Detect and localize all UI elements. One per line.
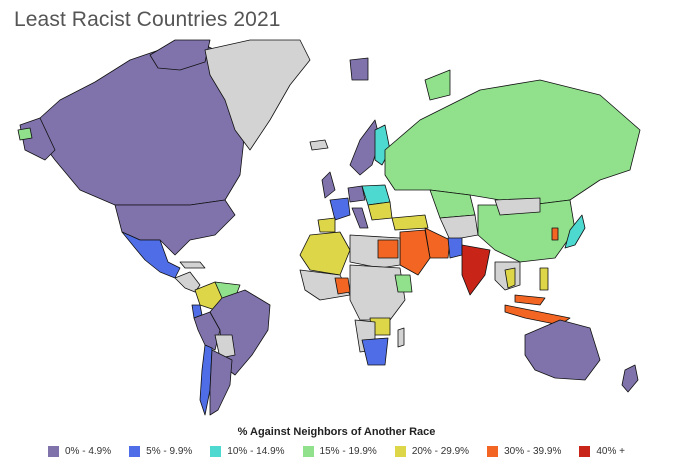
legend-label: 20% - 29.9%	[411, 446, 470, 457]
region-uk	[321, 171, 336, 199]
region-turkey	[391, 214, 429, 231]
region-northern-islands	[424, 69, 451, 101]
region-malaysia	[514, 294, 546, 306]
region-india	[461, 244, 491, 296]
region-central-asia	[439, 214, 479, 241]
legend-label: 30% - 39.9%	[504, 446, 562, 457]
legend-item: 5% - 9.9%	[129, 446, 192, 457]
map-title: Least Racist Countries 2021	[14, 8, 281, 31]
legend-title: % Against Neighbors of Another Race	[237, 426, 436, 438]
region-pakistan	[447, 237, 463, 259]
region-pacific-island	[17, 127, 33, 141]
legend-swatch	[302, 446, 314, 457]
legend-item: 15% - 19.9%	[302, 446, 377, 457]
region-ethiopia	[394, 274, 413, 293]
legend-swatch	[487, 446, 499, 457]
map-legend: 0% - 4.9% 5% - 9.9% 10% - 14.9% 15% - 19…	[0, 446, 673, 457]
region-greenland	[204, 39, 311, 151]
legend-label: 5% - 9.9%	[146, 446, 193, 457]
region-mexico	[121, 231, 181, 279]
region-spain	[317, 217, 336, 233]
legend-label: 40% +	[596, 446, 625, 457]
legend-swatch	[48, 446, 59, 457]
region-iraq-saudi	[399, 229, 431, 276]
region-egypt	[377, 239, 399, 259]
legend-label: 0% - 4.9%	[65, 446, 112, 457]
region-canada	[39, 44, 246, 206]
legend-item: 10% - 14.9%	[210, 446, 285, 457]
region-madagascar	[397, 327, 405, 348]
legend-item: 30% - 39.9%	[487, 446, 561, 457]
region-russia	[384, 79, 641, 206]
region-iceland	[309, 139, 329, 151]
region-balkans	[367, 201, 393, 221]
region-north-africa-west	[299, 231, 351, 276]
legend-item: 40% +	[579, 446, 625, 457]
region-central-america	[174, 271, 201, 293]
region-japan	[564, 214, 586, 249]
region-arctic-islands	[149, 39, 211, 71]
region-usa	[114, 199, 236, 256]
world-map	[0, 38, 673, 424]
region-italy	[351, 207, 369, 229]
region-central-africa	[349, 264, 406, 321]
region-nigeria	[334, 277, 351, 295]
region-argentina	[209, 349, 233, 416]
region-china	[477, 199, 576, 263]
region-new-zealand	[621, 364, 639, 393]
region-australia	[524, 319, 601, 381]
region-svalbard	[349, 57, 369, 81]
legend-swatch	[129, 446, 141, 457]
region-france	[329, 197, 351, 221]
legend-label: 10% - 14.9%	[227, 446, 285, 457]
legend-swatch	[210, 446, 222, 457]
region-south-africa	[361, 337, 389, 366]
region-bolivia	[214, 334, 236, 359]
legend-item: 0% - 4.9%	[48, 446, 111, 457]
region-philippines	[539, 267, 549, 291]
region-eastern-europe	[361, 184, 391, 206]
region-cuba	[179, 261, 206, 269]
region-thailand	[504, 267, 516, 289]
legend-swatch	[579, 446, 591, 457]
region-korea	[551, 227, 559, 241]
legend-swatch	[394, 446, 406, 457]
legend-label: 15% - 19.9%	[319, 446, 377, 457]
legend-item: 20% - 29.9%	[394, 446, 470, 457]
region-chile	[199, 344, 213, 416]
region-mongolia	[494, 197, 541, 216]
region-germany	[347, 185, 366, 203]
